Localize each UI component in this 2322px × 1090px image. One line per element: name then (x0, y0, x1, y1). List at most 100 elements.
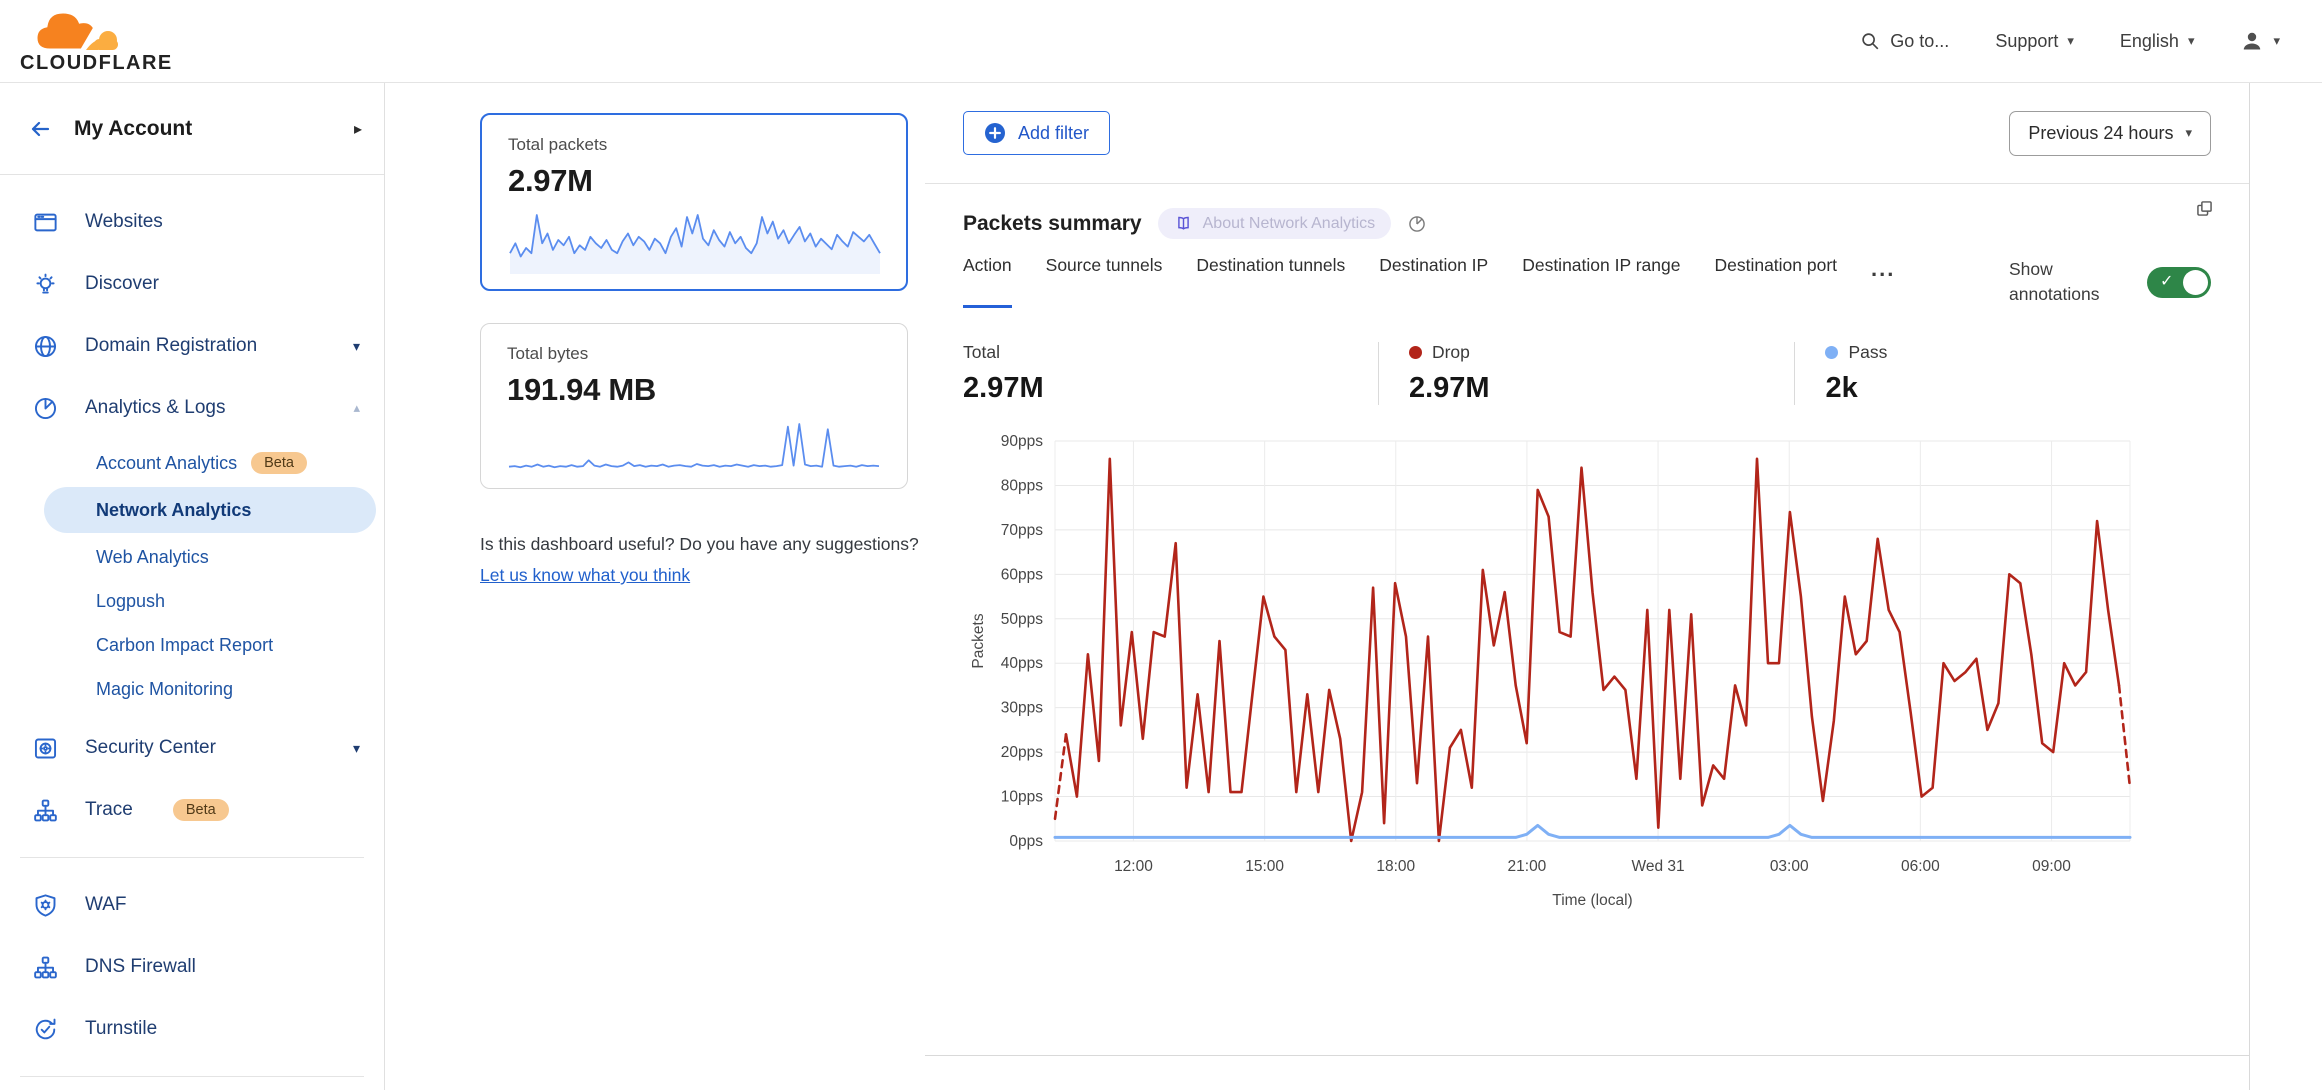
chevron-down-icon[interactable]: ▾ (352, 739, 360, 756)
legend-dot-drop (1408, 345, 1422, 359)
globe-icon (32, 333, 59, 360)
svg-text:21:00: 21:00 (1508, 858, 1547, 875)
add-filter-button[interactable]: Add filter (963, 111, 1111, 155)
sidebar-item-websites[interactable]: Websites (0, 191, 384, 253)
sidebar-item-logpush[interactable]: Logpush (0, 579, 384, 623)
show-annotations-toggle[interactable]: ✓ (2147, 266, 2211, 298)
svg-text:06:00: 06:00 (1901, 858, 1940, 875)
check-icon: ✓ (2160, 272, 2174, 290)
user-icon (2244, 32, 2261, 50)
tab-destination-tunnels[interactable]: Destination tunnels (1196, 255, 1346, 275)
chevron-down-icon: ▾ (2185, 125, 2192, 140)
time-range-value: Previous 24 hours (2028, 122, 2174, 143)
dimension-tabs: Action Source tunnels Destination tunnels D… (963, 255, 1973, 308)
time-range-select[interactable]: Previous 24 hours ▾ (2009, 110, 2211, 156)
total-packets-sparkline (509, 214, 881, 274)
cloudflare-logo[interactable]: CLOUDFLARE (20, 8, 173, 75)
summary-card-total-bytes[interactable]: Total bytes 191.94 MB (480, 323, 908, 489)
sidebar-item-label: WAF (85, 894, 127, 915)
sidebar-subitem-label: Network Analytics (96, 499, 252, 520)
sidebar-item-domain-registration[interactable]: Domain Registration ▾ (0, 315, 384, 377)
sidebar-item-magic-monitoring[interactable]: Magic Monitoring (0, 667, 384, 711)
shield-gear-icon (32, 892, 59, 919)
add-filter-label: Add filter (1018, 122, 1090, 143)
sidebar-item-turnstile[interactable]: Turnstile (0, 998, 384, 1060)
support-menu[interactable]: Support ▾ (1995, 31, 2074, 52)
chevron-right-icon[interactable]: ▸ (353, 120, 362, 138)
summary-card-total-packets[interactable]: Total packets 2.97M (480, 113, 908, 291)
about-network-analytics-badge[interactable]: About Network Analytics (1157, 208, 1392, 239)
refresh-check-icon (32, 1016, 59, 1043)
sidebar-item-security-center[interactable]: Security Center ▾ (0, 717, 384, 779)
more-tabs-button[interactable]: ... (1871, 256, 1896, 281)
panel-title: Packets summary (963, 211, 1142, 235)
toggle-knob (2183, 269, 2208, 295)
cloudflare-wordmark: CLOUDFLARE (20, 51, 173, 74)
svg-text:Time (local): Time (local) (1552, 892, 1632, 909)
chevron-down-icon: ▾ (2067, 33, 2074, 48)
pie-chart-icon (32, 395, 59, 422)
stat-label: Drop (1431, 341, 1470, 362)
svg-text:70pps: 70pps (1001, 522, 1043, 539)
sidebar-divider (20, 857, 364, 858)
account-menu[interactable]: ▾ (2240, 29, 2280, 53)
sidebar-item-carbon-impact-report[interactable]: Carbon Impact Report (0, 623, 384, 667)
svg-text:90pps: 90pps (1001, 433, 1043, 450)
sidebar-item-label: Discover (85, 273, 159, 294)
sidebar-item-web-analytics[interactable]: Web Analytics (0, 535, 384, 579)
tab-action[interactable]: Action (963, 255, 1012, 308)
card-title: Total packets (508, 135, 608, 154)
sidebar-item-analytics-logs[interactable]: Analytics & Logs ▴ (0, 377, 384, 439)
language-menu[interactable]: English ▾ (2120, 31, 2195, 52)
svg-text:60pps: 60pps (1001, 566, 1043, 583)
tab-destination-ip[interactable]: Destination IP (1379, 255, 1489, 275)
tab-source-tunnels[interactable]: Source tunnels (1045, 255, 1163, 275)
beta-badge: Beta (251, 452, 307, 474)
book-icon (1177, 216, 1189, 230)
sidebar: My Account ▸ Websites Discover Domain Regi… (0, 83, 385, 1090)
sidebar-item-discover[interactable]: Discover (0, 253, 384, 315)
svg-text:40pps: 40pps (1001, 655, 1043, 672)
copy-panel-icon[interactable] (2194, 198, 2215, 224)
sidebar-divider (20, 1076, 364, 1077)
sidebar-item-dns-firewall[interactable]: DNS Firewall (0, 936, 384, 998)
totals-row: Total 2.97M Drop 2.97M Pass 2k (963, 341, 2211, 405)
stat-label-row: Drop (1408, 341, 1795, 363)
sidebar-subitem-label: Magic Monitoring (96, 678, 234, 699)
right-gutter (2250, 83, 2322, 1090)
annotations-control: Show annotations ✓ (2009, 257, 2211, 308)
sidebar-item-network-analytics[interactable]: Network Analytics (44, 487, 376, 533)
tab-destination-ip-range[interactable]: Destination IP range (1522, 255, 1681, 275)
stat-total: Total 2.97M (963, 342, 1378, 405)
sidebar-item-account-analytics[interactable]: Account Analytics Beta (0, 441, 384, 485)
tab-destination-port[interactable]: Destination port (1714, 255, 1838, 275)
lightbulb-icon (32, 271, 59, 298)
browser-icon (32, 209, 59, 236)
sidebar-item-trace[interactable]: Trace Beta (0, 779, 384, 841)
packets-summary-panel: Packets summary About Network Analytics … (925, 184, 2249, 1056)
sitemap-icon (32, 797, 59, 824)
data-source-pie-icon[interactable] (1407, 214, 1427, 234)
sidebar-item-waf[interactable]: WAF (0, 874, 384, 936)
support-label: Support (1995, 30, 2059, 51)
svg-text:10pps: 10pps (1001, 788, 1043, 805)
svg-text:50pps: 50pps (1001, 611, 1043, 628)
svg-text:80pps: 80pps (1001, 477, 1043, 494)
chevron-up-icon[interactable]: ▴ (353, 400, 360, 415)
svg-text:Wed 31: Wed 31 (1632, 858, 1685, 875)
sidebar-subitem-label: Carbon Impact Report (96, 634, 274, 655)
goto-search[interactable]: Go to... (1859, 30, 1949, 52)
chevron-down-icon: ▾ (2187, 33, 2195, 48)
back-arrow-icon[interactable] (26, 117, 54, 141)
sidebar-subitem-label: Logpush (96, 590, 166, 611)
goto-label: Go to... (1890, 30, 1950, 51)
feedback-link[interactable]: Let us know what you think (480, 565, 691, 586)
chevron-down-icon[interactable]: ▾ (352, 337, 360, 354)
packets-time-series-chart: 0pps 10pps 20pps 30pps 40pps 50pps 60pps 70pps 8… (963, 433, 2211, 924)
sidebar-menu: Websites Discover Domain Registration ▾ Anal… (0, 175, 384, 1090)
svg-text:18:00: 18:00 (1376, 858, 1415, 875)
svg-text:Packets: Packets (970, 613, 987, 668)
svg-text:20pps: 20pps (1001, 744, 1043, 761)
search-icon (1862, 33, 1879, 50)
